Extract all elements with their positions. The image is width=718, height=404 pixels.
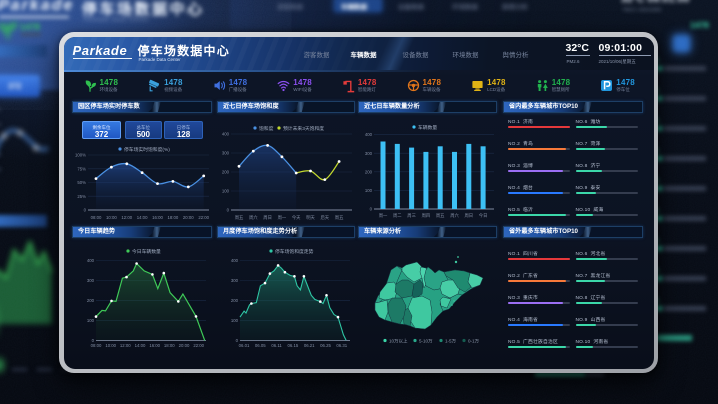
svg-text:1-5万: 1-5万 bbox=[445, 339, 457, 345]
svg-text:200: 200 bbox=[222, 170, 230, 175]
svg-text:0: 0 bbox=[370, 207, 373, 212]
svg-text:400: 400 bbox=[87, 258, 95, 263]
svg-text:06.25: 06.25 bbox=[320, 343, 331, 348]
svg-text:100: 100 bbox=[87, 318, 95, 323]
svg-text:停车场饱和度走势: 停车场饱和度走势 bbox=[275, 248, 314, 255]
svg-text:06.05: 06.05 bbox=[255, 343, 266, 348]
svg-text:今天: 今天 bbox=[292, 214, 301, 221]
svg-text:25%: 25% bbox=[77, 194, 86, 199]
svg-text:16:00: 16:00 bbox=[152, 215, 163, 220]
svg-text:明天: 明天 bbox=[306, 215, 315, 221]
svg-text:06.21: 06.21 bbox=[304, 343, 315, 348]
svg-text:0: 0 bbox=[227, 208, 230, 213]
svg-text:后天: 后天 bbox=[321, 214, 330, 221]
svg-text:300: 300 bbox=[231, 278, 239, 283]
svg-text:周五: 周五 bbox=[335, 215, 344, 221]
svg-text:10:00: 10:00 bbox=[105, 343, 116, 348]
svg-text:100: 100 bbox=[222, 189, 230, 194]
svg-text:100: 100 bbox=[365, 188, 373, 193]
svg-text:100%: 100% bbox=[75, 153, 86, 158]
svg-text:12:00: 12:00 bbox=[121, 215, 132, 220]
svg-text:停车场实时饱和度(%): 停车场实时饱和度(%) bbox=[124, 146, 170, 153]
svg-text:50%: 50% bbox=[77, 180, 86, 185]
svg-text:200: 200 bbox=[231, 298, 239, 303]
svg-text:周一: 周一 bbox=[278, 215, 287, 221]
svg-text:06.11: 06.11 bbox=[271, 343, 282, 348]
svg-text:10万以上: 10万以上 bbox=[389, 338, 408, 345]
svg-text:300: 300 bbox=[87, 278, 95, 283]
svg-text:08:00: 08:00 bbox=[91, 215, 102, 220]
svg-text:0-1万: 0-1万 bbox=[468, 339, 480, 345]
svg-text:06.15: 06.15 bbox=[288, 343, 299, 348]
svg-text:22:00: 22:00 bbox=[198, 215, 209, 220]
svg-text:周六: 周六 bbox=[450, 212, 459, 219]
svg-text:18:00: 18:00 bbox=[168, 215, 179, 220]
svg-text:08:00: 08:00 bbox=[91, 343, 102, 348]
svg-text:周五: 周五 bbox=[235, 215, 244, 221]
svg-text:400: 400 bbox=[222, 132, 230, 137]
svg-text:周二: 周二 bbox=[393, 213, 402, 219]
svg-text:400: 400 bbox=[365, 132, 373, 137]
svg-text:周日: 周日 bbox=[263, 215, 272, 221]
svg-text:300: 300 bbox=[222, 151, 230, 156]
svg-text:400: 400 bbox=[231, 258, 239, 263]
svg-text:20:00: 20:00 bbox=[179, 343, 190, 348]
svg-text:300: 300 bbox=[365, 151, 373, 156]
svg-text:200: 200 bbox=[87, 298, 95, 303]
svg-text:18:00: 18:00 bbox=[164, 343, 175, 348]
svg-text:今日车辆数量: 今日车辆数量 bbox=[132, 248, 161, 255]
svg-text:周一: 周一 bbox=[379, 213, 388, 219]
svg-text:周五: 周五 bbox=[436, 213, 445, 219]
svg-text:5-10万: 5-10万 bbox=[419, 339, 433, 345]
svg-text:0: 0 bbox=[236, 338, 239, 343]
svg-text:06.31: 06.31 bbox=[336, 343, 347, 348]
svg-text:周三: 周三 bbox=[407, 213, 416, 219]
svg-text:0: 0 bbox=[84, 208, 87, 213]
svg-text:车辆数量: 车辆数量 bbox=[418, 124, 437, 131]
svg-text:周四: 周四 bbox=[422, 213, 431, 219]
svg-text:100: 100 bbox=[231, 318, 239, 323]
svg-text:14:00: 14:00 bbox=[137, 215, 148, 220]
svg-text:22:00: 22:00 bbox=[193, 343, 204, 348]
svg-text:周日: 周日 bbox=[465, 213, 474, 219]
svg-text:0: 0 bbox=[92, 338, 95, 343]
svg-text:14:00: 14:00 bbox=[135, 343, 146, 348]
svg-text:20:00: 20:00 bbox=[183, 215, 194, 220]
svg-text:周六: 周六 bbox=[249, 214, 258, 221]
svg-text:12:00: 12:00 bbox=[120, 343, 131, 348]
svg-text:16:00: 16:00 bbox=[149, 343, 160, 348]
svg-text:75%: 75% bbox=[77, 166, 86, 171]
svg-text:200: 200 bbox=[365, 169, 373, 174]
svg-text:预计未来3天饱和度: 预计未来3天饱和度 bbox=[283, 125, 324, 132]
svg-text:今日: 今日 bbox=[479, 212, 488, 219]
svg-text:饱和度: 饱和度 bbox=[259, 125, 274, 132]
svg-text:06.01: 06.01 bbox=[239, 343, 250, 348]
svg-text:10:00: 10:00 bbox=[106, 215, 117, 220]
